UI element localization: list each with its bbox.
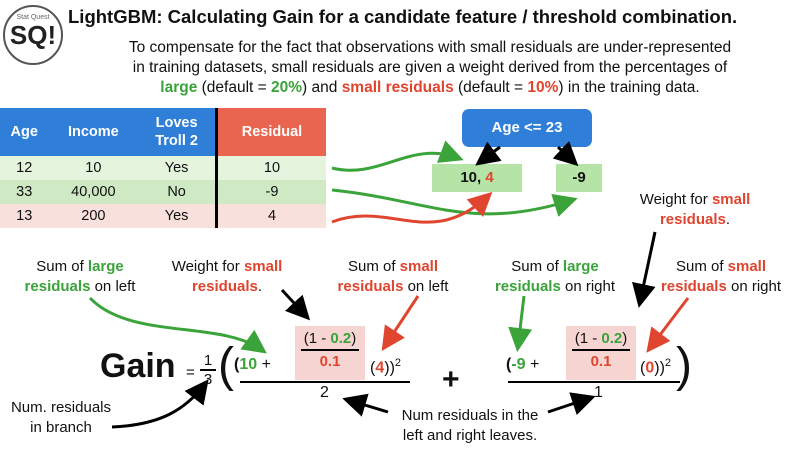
label-sum-small-right: Sum of small residuals on right [660, 258, 782, 295]
cell-income: 10 [48, 156, 139, 180]
intro-text: To compensate for the fact that observat… [60, 38, 800, 98]
tree-branch-right [552, 140, 579, 167]
gain-label: Gain [100, 347, 176, 385]
label-weight-small-right: Weight for small residuals. [639, 191, 751, 228]
equals-sign: = [186, 364, 195, 381]
tree-root-node: Age <= 23 [462, 109, 592, 147]
cell-residual: 10 [214, 156, 326, 180]
label-sum-large-left: Sum of large residuals on left [24, 258, 136, 295]
table-row: 13 200 Yes 4 [0, 204, 326, 228]
right-small-residual: (0))2 [640, 357, 672, 377]
cell-income: 40,000 [48, 180, 139, 204]
right-fraction-bar [508, 381, 680, 383]
label-sum-large-right: Sum of large residuals on right [494, 258, 616, 295]
left-numerator-start: (10 + [234, 356, 271, 373]
cell-age: 12 [0, 156, 49, 180]
cell-loves: Yes [138, 204, 217, 228]
row2-to-right-arrow [331, 188, 578, 217]
cell-age: 13 [0, 204, 49, 228]
outer-paren-left: ( [218, 339, 234, 392]
header-income: Income [48, 108, 139, 156]
cell-residual: -9 [214, 180, 326, 204]
header-residual: Residual [214, 108, 326, 156]
cell-loves: Yes [138, 156, 217, 180]
left-weight-fraction: (1 - 0.2) 0.1 [295, 326, 365, 380]
left-fraction-bar [240, 381, 410, 383]
sum-small-left-arrow [381, 295, 420, 352]
tree-branch-left [475, 141, 502, 166]
one-third: 1 3 [200, 352, 216, 388]
row3-to-left-arrow [331, 191, 493, 224]
cell-income: 200 [48, 204, 139, 228]
header-age: Age [0, 108, 49, 156]
right-numerator-start: (-9 + [506, 356, 540, 373]
big-plus: + [442, 363, 460, 396]
row1-to-left-arrow [331, 140, 464, 172]
statquest-logo: SQ! Stat Quest [3, 5, 63, 65]
tree-leaf-left: 10, 4 [432, 164, 522, 192]
table-row: 33 40,000 No -9 [0, 180, 326, 204]
sum-large-right-arrow [508, 295, 533, 352]
label-num-leaves: Num residuals in the left and right leave… [401, 407, 539, 444]
label-num-residuals: Num. residuals in branch [10, 399, 112, 436]
intro-line-1: To compensate for the fact that observat… [128, 39, 732, 56]
table-header-row: Age Income Loves Troll 2 Residual [0, 108, 326, 156]
left-denominator: 2 [320, 384, 329, 401]
svg-text:SQ!: SQ! [10, 20, 56, 50]
right-weight-fraction: (1 - 0.2) 0.1 [566, 326, 636, 380]
right-denominator: 1 [594, 384, 603, 401]
leaves-to-right-arrow [547, 392, 596, 416]
cell-age: 33 [0, 180, 49, 204]
left-small-residual: (4))2 [370, 357, 402, 377]
num-residuals-arrow [111, 379, 209, 429]
label-weight-small-left: Weight for small residuals. [171, 258, 283, 295]
cell-residual: 4 [214, 204, 326, 228]
leaves-to-left-arrow [342, 393, 389, 417]
training-data-table: Age Income Loves Troll 2 Residual 12 10 Y… [0, 108, 326, 228]
weight-right-arrow [632, 231, 657, 308]
cell-loves: No [138, 180, 217, 204]
page-title: LightGBM: Calculating Gain for a candida… [68, 6, 738, 27]
intro-line-2: in training datasets, small residuals ar… [132, 59, 728, 76]
header-loves-troll2: Loves Troll 2 [138, 108, 217, 156]
table-row: 12 10 Yes 10 [0, 156, 326, 180]
sum-large-left-arrow [88, 296, 267, 354]
tree-leaf-right: -9 [556, 164, 602, 192]
svg-text:Stat Quest: Stat Quest [16, 14, 49, 21]
sum-small-right-arrow [646, 297, 690, 353]
intro-line-3: large (default = 20%) and small residual… [160, 79, 700, 96]
weight-left-arrow [280, 288, 311, 321]
outer-paren-right: ) [676, 339, 692, 392]
label-sum-small-left: Sum of small residuals on left [337, 258, 449, 295]
